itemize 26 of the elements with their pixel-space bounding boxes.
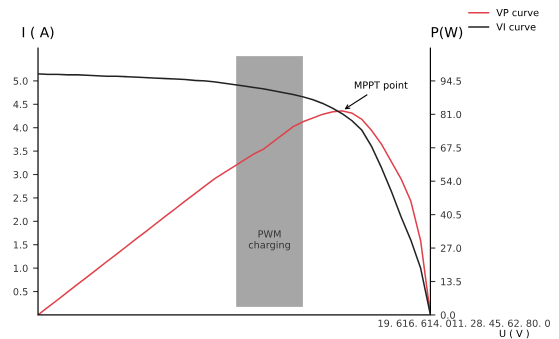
- y2-tick-label: 54.0: [440, 178, 462, 186]
- y2-tick-label: 81.0: [440, 110, 462, 118]
- y-axis-title: I ( A): [22, 26, 54, 40]
- y-tick-label: 4.5: [13, 100, 28, 108]
- annotation: MPPT point: [354, 81, 408, 91]
- y2-tick-label: 0.0: [440, 311, 455, 319]
- y2-tick-label: 94.5: [440, 77, 461, 85]
- y-tick-label: 3.5: [14, 148, 28, 155]
- y2-tick-label: 13.5: [441, 278, 461, 286]
- y-tick-label: 3.0: [14, 170, 28, 178]
- text: 19. 616. 614. 011. 28. 45. 62. 80. 0: [378, 320, 550, 327]
- y-tick-label: 5.0: [14, 77, 28, 85]
- y-tick-label: 2.0: [14, 218, 28, 226]
- y2-tick-label: 40.5: [440, 211, 461, 218]
- y-tick-label: 1.0: [14, 264, 28, 272]
- y-tick-label: 2.5: [14, 194, 28, 202]
- y2-tick-label: 27.0: [440, 244, 462, 252]
- legend-label: VI curve: [496, 23, 536, 31]
- y-tick-label: 0.5: [13, 288, 28, 296]
- y2-tick-label: 67.5: [440, 144, 461, 152]
- y-tick-label: 4.0: [13, 124, 28, 132]
- legend-label: VP curve: [496, 9, 539, 16]
- x-axis-title: U ( V ): [500, 330, 529, 338]
- annotation: PWM charging: [248, 230, 290, 250]
- y-tick-label: 1.5: [14, 241, 28, 249]
- y2-axis-title: P(W): [432, 26, 462, 40]
